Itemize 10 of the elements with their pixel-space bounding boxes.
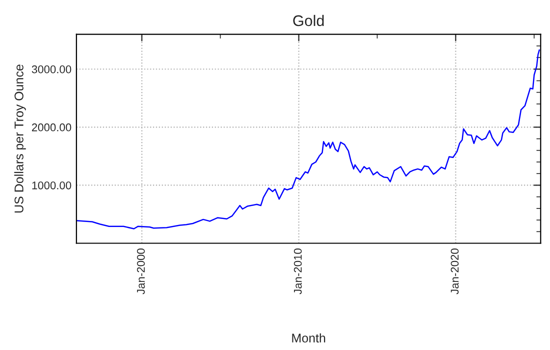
x-tick-label: Jan-2020 — [450, 248, 459, 294]
chart-title: Gold — [293, 14, 324, 26]
x-tick-label: Jan-2010 — [294, 248, 302, 294]
x-tick-label: Jan-2000 — [136, 248, 145, 294]
line-series — [76, 49, 540, 230]
y-tick-label: 1000.00 — [32, 181, 72, 190]
y-axis-title: US Dollars per Troy Ounce — [14, 64, 26, 212]
y-tick-label: 3000.00 — [32, 65, 72, 74]
x-axis-title: Month — [292, 333, 326, 343]
y-tick-label: 2000.00 — [32, 123, 72, 132]
